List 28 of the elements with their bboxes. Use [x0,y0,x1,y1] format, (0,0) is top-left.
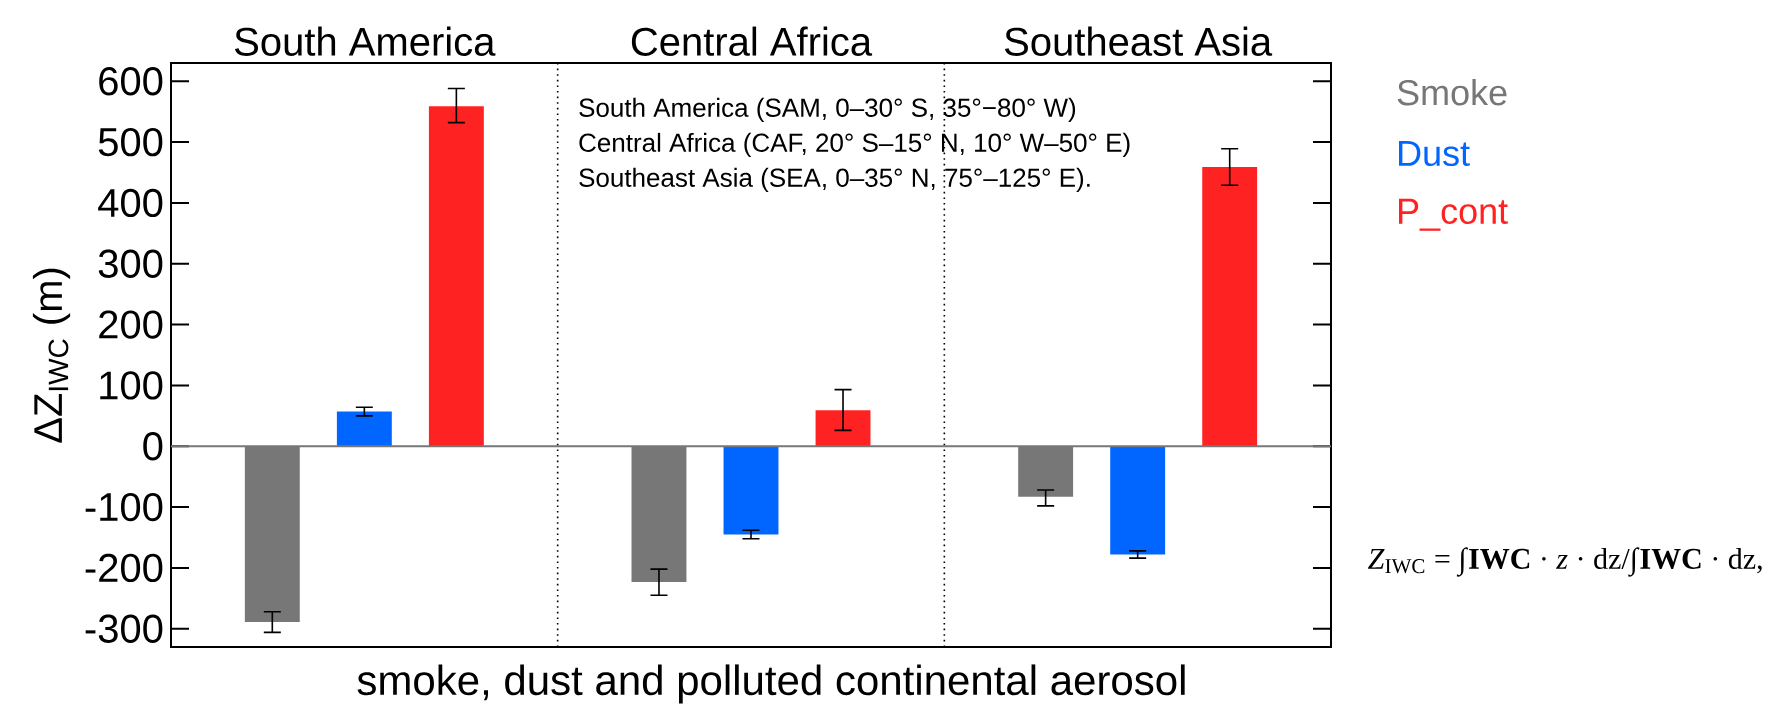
y-tick-label: -100 [85,492,163,522]
bar [428,106,484,447]
bar [1202,167,1258,447]
y-tick-label: 600 [99,67,163,96]
y-tick-label: -200 [85,553,163,583]
text: smoke, dust and polluted continental aerosol [357,664,1185,704]
x-tick-label: Southeast Asia [1004,26,1273,56]
x-tick-label: South America [234,26,496,56]
bar [336,411,392,447]
text: Smoke [1397,78,1507,106]
y-tick-label: 100 [100,371,163,400]
bar [815,410,871,447]
y-tick-label: 400 [98,188,163,218]
y-tick-label: 300 [98,249,163,278]
x-tick-label: Central Africa [631,26,873,56]
bar [1110,446,1166,555]
y-axis-title: ΔZ$_{IWC}$ (m) [32,268,71,443]
y-tick-label: 200 [99,310,163,339]
text: Z$_{IWC}$ = ∫IWC · z · dz/∫IWC · dz, [1368,547,1762,577]
annotation: South America (SAM, 0–30° S, 35°−80° W) [579,97,1076,123]
text: Dust [1399,140,1470,167]
y-tick-label: -300 [85,614,163,643]
text: P_cont [1399,198,1508,231]
y-tick-label: 500 [98,127,163,157]
annotation: Southeast Asia (SEA, 0–35° N, 75°–125° E). [579,167,1090,193]
y-tick-label: 0 [143,432,163,461]
bar [723,446,779,535]
annotation: Central Africa (CAF, 20° S–15° N, 10° W–50° E) [579,132,1130,158]
